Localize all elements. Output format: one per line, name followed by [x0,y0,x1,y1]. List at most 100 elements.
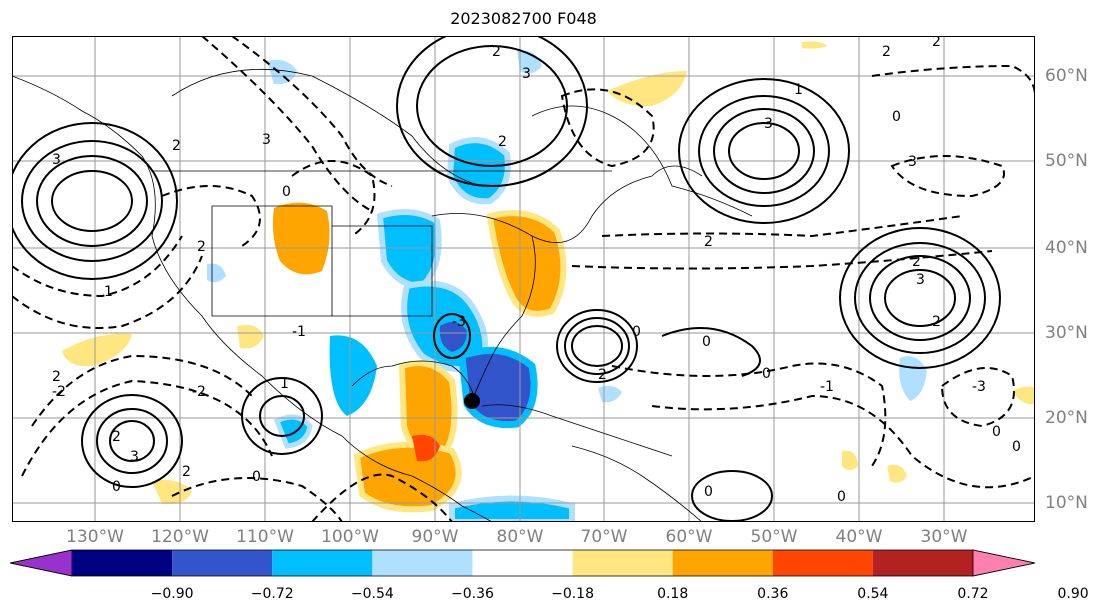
colorbar-swatch [272,550,373,576]
latitude-label: 30°N [1045,323,1088,343]
cool-anomaly-region [267,59,297,85]
colorbar-tick-label: −0.90 [150,586,194,602]
colorbar-swatch [572,550,673,576]
contour-label: 2 [172,138,181,154]
colorbar-low-extend [10,549,73,577]
colorbar-high-extend [972,549,1036,577]
colorbar-tick-label: −0.54 [350,586,394,602]
warm-anomaly-region [272,202,330,275]
contour-label: 2 [932,314,941,330]
contour-label: 0 [1012,439,1021,455]
contour-label: 0 [762,366,771,382]
contour-label: -3 [972,379,986,395]
peak-warm-anomaly-region [412,434,440,462]
positive-contours [12,36,1001,522]
contour-label: -1 [292,324,306,340]
contour-label: 2 [932,36,941,50]
contour-label: 2 [197,239,206,255]
colorbar [10,549,1036,577]
contour-label: 3 [522,66,531,82]
contour-label: 3 [764,116,773,132]
longitude-label: 120°W [151,527,209,547]
contour-label: -3 [452,314,466,330]
contour-label: 0 [112,479,121,495]
warm-anomaly-region [1012,386,1035,405]
colorbar-tick-label: 0.18 [657,586,689,602]
strong-cool-anomaly-region [458,346,538,429]
warm-anomaly-region [353,441,462,513]
negative-contours [12,36,1035,522]
warm-anomaly-region [486,210,567,317]
contour-label: -2 [52,384,66,400]
contour-label: 0 [632,324,641,340]
longitude-label: 50°W [750,527,798,547]
warm-anomaly-region [62,333,132,367]
contour-label: -1 [820,379,834,395]
contour-label: 1 [280,376,289,392]
latitude-label: 10°N [1045,493,1088,513]
colorbar-tick-label: −0.72 [250,586,294,602]
longitude-label: 40°W [835,527,883,547]
contour-label: 2 [112,429,121,445]
longitude-label: 130°W [66,527,124,547]
latitude-label: 40°N [1045,238,1088,258]
contour-label: 2 [492,44,501,60]
colorbar-swatch [672,550,773,576]
colorbar-tick-label: 0.72 [957,586,989,602]
longitude-label: 90°W [411,527,459,547]
contour-label: 2 [498,134,507,150]
contour-labels: 2 3 3 2 3 0 2 2 2 3 1 1 2 0 0 3 2 0 2 2 … [52,36,1021,505]
contour-label: 0 [837,489,846,505]
forecast-map: 2 3 3 2 3 0 2 2 2 3 1 1 2 0 0 3 2 0 2 2 … [12,36,1035,522]
contour-label: 1 [104,284,113,300]
contour-label: 3 [130,449,139,465]
longitude-label: 70°W [580,527,628,547]
contour-label: 0 [702,334,711,350]
shaded-anomaly-layer [62,41,1035,522]
cool-anomaly-region [376,209,442,290]
colorbar-tick-label: 0.90 [1057,586,1089,602]
colorbar-tick-label: −0.18 [551,586,594,602]
warm-anomaly-region [802,41,827,49]
contour-label: 3 [262,132,271,148]
contour-label: 3 [908,154,917,170]
warm-anomaly-region [842,450,858,470]
longitude-label: 30°W [920,527,968,547]
latitude-label: 20°N [1045,408,1088,428]
latitude-label: 50°N [1045,151,1088,171]
colorbar-swatch [172,550,273,576]
longitude-label: 100°W [321,527,379,547]
contour-label: 0 [892,109,901,125]
colorbar-tick-label: −0.36 [450,586,494,602]
longitude-label: 110°W [236,527,294,547]
warm-anomaly-region [152,479,192,505]
contour-label: 2 [912,254,921,270]
contour-label: 2 [598,367,607,383]
contour-label: 2 [882,44,891,60]
contour-label: 0 [992,424,1001,440]
contour-label: 2 [704,234,713,250]
contour-label: 1 [794,82,803,98]
strong-cool-anomaly-region [439,322,467,352]
colorbar-tick-label: 0.36 [757,586,789,602]
contour-label: 0 [704,484,713,500]
warm-anomaly-region [887,464,907,483]
contour-label: 0 [282,184,291,200]
latitude-label: 60°N [1045,66,1088,86]
map-title: 2023082700 F048 [450,9,597,28]
longitude-label: 60°W [665,527,713,547]
colorbar-swatch [72,550,173,576]
colorbar-swatch [772,550,873,576]
contour-label: -2 [192,384,206,400]
colorbar-tick-label: 0.54 [857,586,889,602]
warm-anomaly-region [237,324,264,349]
longitude-label: 80°W [496,527,544,547]
contour-label: 2 [52,369,61,385]
cool-anomaly-region [329,335,377,416]
colorbar-swatch [472,550,573,576]
colorbar-swatch [872,550,973,576]
colorbar-swatch [372,550,473,576]
contour-label: 0 [252,469,261,485]
lat-lon-grid [12,36,1035,522]
storm-center-marker [464,393,480,409]
